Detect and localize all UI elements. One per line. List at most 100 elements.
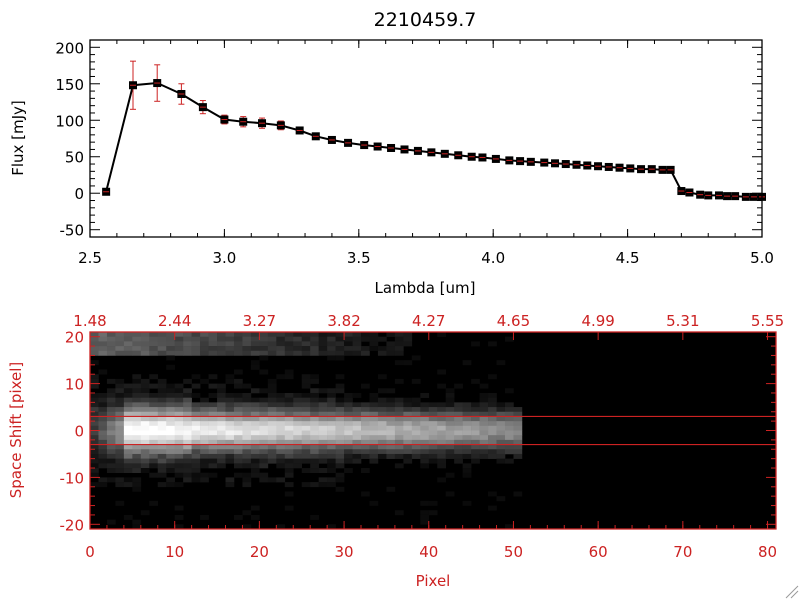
heatmap-cell — [106, 458, 116, 464]
data-point — [749, 192, 758, 201]
heatmap-cell — [310, 350, 319, 356]
heatmap-cell — [420, 435, 430, 441]
x-tick-label: 4.0 — [481, 249, 505, 267]
wavelength-tick-label: 4.99 — [581, 312, 614, 330]
heatmap-cell — [140, 350, 150, 356]
heatmap-cell — [437, 453, 446, 459]
heatmap-cell — [106, 430, 116, 436]
heatmap-cell — [310, 378, 319, 384]
heatmap-cell — [420, 439, 430, 445]
heatmap-cell — [115, 500, 125, 506]
heatmap-cell — [284, 397, 294, 403]
heatmap-cell — [225, 407, 235, 413]
heatmap-cell — [377, 439, 387, 445]
heatmap-cell — [276, 341, 286, 347]
heatmap-cell — [445, 439, 455, 445]
heatmap-cell — [208, 383, 218, 389]
heatmap-cell — [411, 407, 421, 413]
spectrum-marks — [102, 60, 766, 201]
heatmap-cell — [513, 439, 523, 445]
heatmap-cell — [140, 383, 150, 389]
heatmap-cell — [183, 468, 192, 474]
data-point — [572, 160, 581, 169]
heatmap-cell — [267, 336, 277, 342]
heatmap-cell — [250, 444, 260, 450]
heatmap-cell — [327, 416, 336, 422]
heatmap-cell — [352, 336, 362, 342]
heatmap-cell — [335, 425, 345, 431]
heatmap-cell — [310, 392, 319, 398]
heatmap-cell — [361, 336, 370, 342]
top-plot-ticks: 2.5 3.0 3.5 4.0 4.5 5.0 -50 0 50 100 150 200 — [55, 39, 774, 267]
heatmap-cell — [157, 411, 167, 417]
heatmap-cell — [504, 435, 514, 441]
heatmap-cell — [233, 463, 243, 469]
heatmap-cell — [420, 444, 430, 450]
heatmap-cell — [233, 472, 243, 478]
heatmap-cell — [496, 421, 506, 427]
heatmap-cell — [233, 444, 243, 450]
heatmap-cell — [233, 346, 243, 352]
heatmap-cell — [208, 407, 218, 413]
heatmap-cell — [318, 407, 328, 413]
heatmap-cell — [462, 468, 472, 474]
heatmap-cell — [132, 482, 142, 488]
heatmap-cell — [157, 378, 167, 384]
heatmap-cell — [352, 392, 362, 398]
heatmap-cell — [352, 458, 362, 464]
heatmap-cell — [276, 350, 286, 356]
heatmap-cell — [98, 439, 108, 445]
heatmap-cell — [327, 524, 336, 530]
heatmap-cell — [123, 336, 133, 342]
heatmap-cell — [259, 449, 269, 455]
heatmap-cell — [259, 421, 269, 427]
data-point — [344, 138, 353, 147]
heatmap-cell — [200, 346, 209, 352]
heatmap-cell — [90, 468, 99, 474]
heatmap-cell — [233, 458, 243, 464]
heatmap-cell — [200, 378, 209, 384]
heatmap-cell — [98, 346, 108, 352]
heatmap-cell — [183, 463, 192, 469]
heatmap-cell — [98, 477, 108, 483]
resize-grip-icon[interactable] — [785, 585, 799, 599]
heatmap-cell — [217, 402, 226, 408]
heatmap-cell — [504, 388, 514, 394]
heatmap-cell — [267, 425, 277, 431]
data-point — [177, 89, 186, 98]
y-tick-label: 50 — [65, 149, 84, 167]
heatmap-cell — [471, 430, 480, 436]
heatmap-cell — [386, 421, 396, 427]
heatmap-cell — [217, 336, 226, 342]
heatmap-cell — [250, 346, 260, 352]
heatmap-cell — [386, 346, 396, 352]
heatmap-cell — [454, 453, 463, 459]
heatmap-cell — [225, 416, 235, 422]
heatmap-cell — [344, 411, 353, 417]
pixel-tick-label: 80 — [758, 543, 777, 561]
heatmap-cell — [445, 416, 455, 422]
heatmap-cell — [411, 416, 421, 422]
heatmap-cell — [394, 425, 404, 431]
heatmap-cell — [157, 472, 167, 478]
heatmap-cell — [149, 425, 159, 431]
heatmap-cell — [115, 453, 125, 459]
heatmap-cell — [250, 463, 260, 469]
heatmap-cell — [301, 444, 311, 450]
heatmap-cell — [191, 453, 201, 459]
heatmap-cell — [471, 407, 480, 413]
data-point — [153, 79, 162, 88]
heatmap-cell — [437, 444, 446, 450]
heatmap-cell — [233, 411, 243, 417]
heatmap-cell — [327, 392, 336, 398]
heatmap-cell — [327, 482, 336, 488]
heatmap-cell — [233, 402, 243, 408]
heatmap-cell — [318, 421, 328, 427]
heatmap-cell — [310, 444, 319, 450]
heatmap-cell — [301, 430, 311, 436]
heatmap-cell — [208, 336, 218, 342]
heatmap-cell — [217, 425, 226, 431]
heatmap-cell — [106, 402, 116, 408]
heatmap-cell — [225, 458, 235, 464]
heatmap-cell — [361, 439, 370, 445]
